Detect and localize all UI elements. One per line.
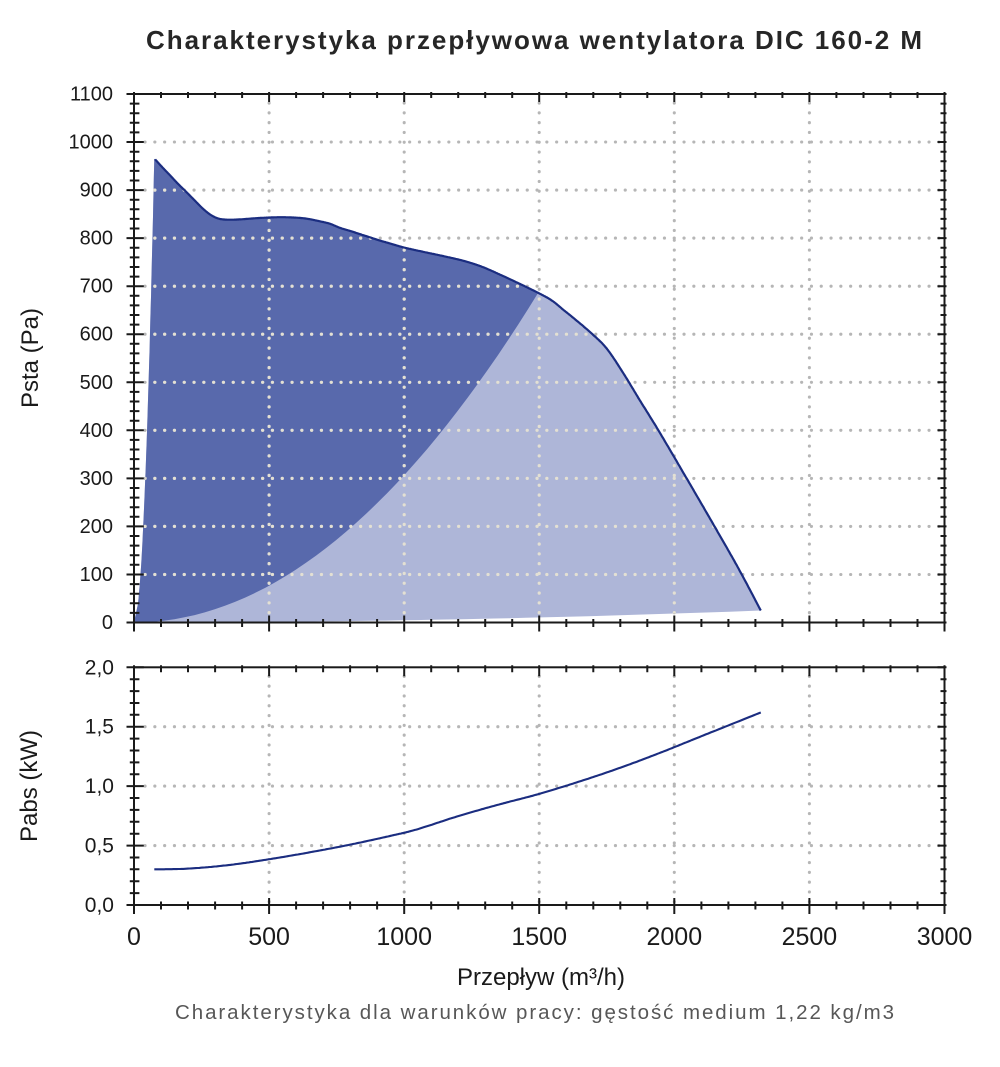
svg-text:0: 0 [127, 923, 141, 951]
svg-text:Charakterystyka dla warunków p: Charakterystyka dla warunków pracy: gęst… [175, 1001, 894, 1024]
svg-text:900: 900 [80, 180, 113, 202]
svg-text:800: 800 [80, 228, 113, 250]
svg-text:1,0: 1,0 [85, 775, 114, 798]
svg-text:500: 500 [80, 372, 113, 394]
svg-text:600: 600 [80, 324, 113, 346]
svg-text:1000: 1000 [69, 132, 114, 154]
svg-text:Pabs (kW): Pabs (kW) [16, 730, 43, 842]
svg-text:1000: 1000 [376, 923, 432, 951]
svg-text:0: 0 [102, 612, 113, 634]
svg-text:500: 500 [248, 923, 290, 951]
svg-text:0,5: 0,5 [85, 835, 114, 858]
svg-text:2500: 2500 [782, 923, 838, 951]
svg-text:100: 100 [80, 564, 113, 586]
svg-text:700: 700 [80, 276, 113, 298]
svg-text:300: 300 [80, 468, 113, 490]
svg-text:Przepływ (m³/h): Przepływ (m³/h) [457, 964, 625, 991]
svg-text:3000: 3000 [917, 923, 973, 951]
svg-text:2000: 2000 [646, 923, 702, 951]
svg-text:0,0: 0,0 [85, 894, 114, 917]
svg-text:Charakterystyka przepływowa we: Charakterystyka przepływowa wentylatora … [146, 25, 922, 55]
svg-text:400: 400 [80, 420, 113, 442]
svg-text:1,5: 1,5 [85, 716, 114, 739]
svg-text:1100: 1100 [70, 84, 113, 106]
svg-text:1500: 1500 [511, 923, 567, 951]
svg-text:200: 200 [80, 516, 113, 538]
svg-text:Psta (Pa): Psta (Pa) [17, 308, 44, 408]
svg-text:2,0: 2,0 [85, 656, 114, 679]
